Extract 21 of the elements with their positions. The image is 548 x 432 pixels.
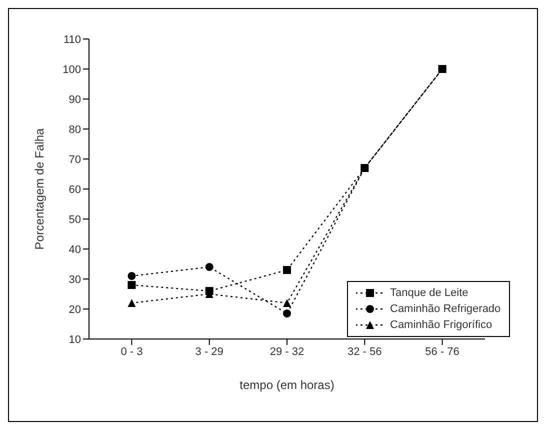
x-axis-title: tempo (em horas) bbox=[240, 378, 334, 392]
y-tick-label: 70 bbox=[68, 154, 81, 166]
y-tick-label: 100 bbox=[62, 64, 81, 76]
y-tick-label: 50 bbox=[68, 214, 81, 226]
y-tick-label: 40 bbox=[68, 244, 81, 256]
legend-label: Caminhão Refrigerado bbox=[390, 302, 501, 317]
legend-label: Tanque de Leite bbox=[390, 286, 468, 301]
y-tick-label: 110 bbox=[63, 34, 81, 46]
y-axis-title: Porcentagem de Falha bbox=[32, 128, 46, 250]
legend-label: Caminhão Frigorífico bbox=[390, 318, 492, 333]
y-tick-label: 20 bbox=[68, 304, 81, 316]
y-tick-label: 30 bbox=[68, 274, 81, 286]
x-tick-label: 3 - 29 bbox=[195, 346, 224, 358]
x-tick-label: 32 - 56 bbox=[348, 346, 382, 358]
y-tick-label: 80 bbox=[68, 124, 81, 136]
y-tick-label: 10 bbox=[68, 334, 81, 346]
y-tick-label: 90 bbox=[68, 94, 81, 106]
x-tick-label: 0 - 3 bbox=[120, 346, 143, 358]
x-tick-label: 56 - 76 bbox=[425, 346, 460, 358]
x-tick-label: 29 - 32 bbox=[270, 346, 304, 358]
y-tick-label: 60 bbox=[68, 184, 81, 196]
